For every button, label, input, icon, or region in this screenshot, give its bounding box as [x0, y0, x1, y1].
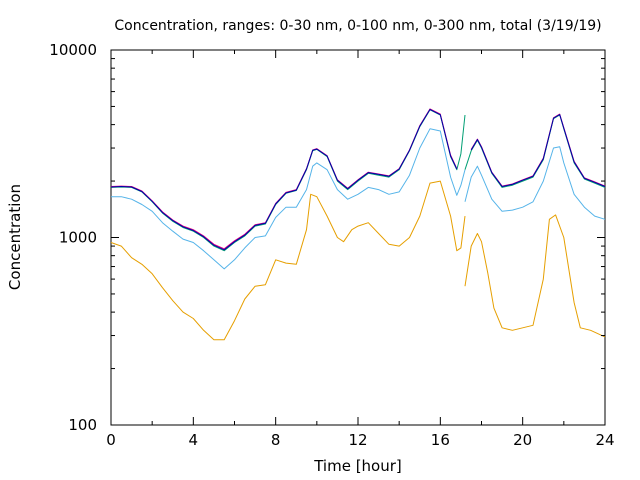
series-line-1-segment-2: [464, 214, 606, 338]
series-line-5-segment-2: [470, 114, 606, 187]
series-line-5-segment-1: [110, 108, 458, 251]
x-tick-label: 4: [189, 431, 199, 449]
series-line-2-segment-1: [111, 128, 466, 270]
ticks-layer: 0 4 8 12 16 20 24 100 1000 10000: [49, 41, 614, 449]
plot-frame: [110, 49, 606, 426]
series-line-3-segment-1: [110, 109, 466, 252]
x-tick-label: 16: [431, 431, 450, 449]
x-tick-label: 20: [513, 431, 532, 449]
series-line-2-segment-2: [464, 146, 606, 220]
x-tick-label: 12: [348, 431, 367, 449]
x-tick-label: 0: [106, 431, 116, 449]
x-axis-label: Time [hour]: [313, 457, 402, 475]
series-layer: [110, 108, 606, 341]
x-tick-label: 24: [595, 431, 614, 449]
y-tick-label: 10000: [49, 41, 97, 59]
y-tick-label: 100: [68, 416, 97, 434]
y-tick-label: 1000: [59, 229, 97, 247]
series-line-4-segment-2: [470, 113, 606, 187]
x-tick-label: 8: [271, 431, 281, 449]
y-axis-label: Concentration: [6, 184, 24, 290]
chart-title: Concentration, ranges: 0-30 nm, 0-100 nm…: [114, 18, 601, 34]
series-line-4-segment-1: [110, 108, 458, 250]
series-line-1-segment-1: [110, 180, 466, 341]
